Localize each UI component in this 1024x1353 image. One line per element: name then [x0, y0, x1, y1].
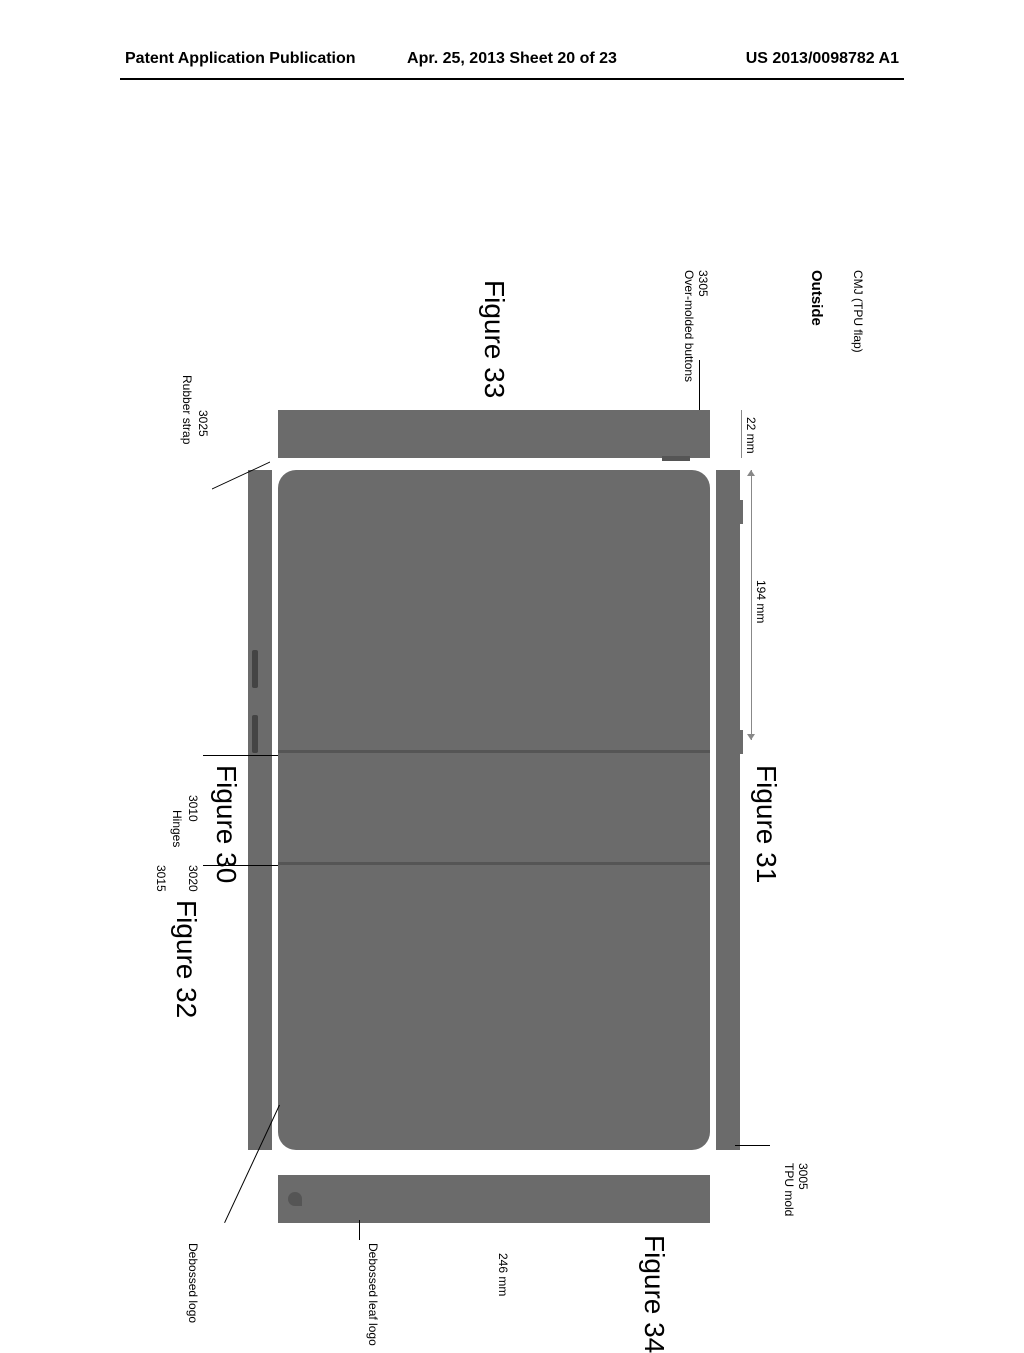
leader-leaf: [359, 1220, 360, 1240]
callout-hinges: Hinges: [170, 810, 184, 847]
hinge-line-2: [278, 862, 710, 865]
header-date-sheet: Apr. 25, 2013 Sheet 20 of 23: [407, 50, 617, 68]
callout-3010-ref: 3010: [186, 795, 200, 822]
bottom-slot-1: [252, 650, 258, 688]
bottom-side-view: [248, 470, 272, 1150]
header-publication: Patent Application Publication: [125, 50, 356, 68]
model-label: CMJ (TPU flap): [851, 270, 865, 353]
callout-3015-ref: 3015: [154, 865, 168, 892]
callout-3305-text: Over-molded buttons: [682, 270, 696, 382]
left-button-1: [662, 456, 690, 461]
main-outside-view: [278, 470, 710, 1150]
left-side-view: [278, 410, 710, 458]
callout-3020-ref: 3020: [186, 865, 200, 892]
callout-3305-ref: 3305: [696, 270, 710, 297]
leader-3005: [735, 1145, 770, 1146]
hinge-line-1: [278, 750, 710, 753]
dim-height: 246 mm: [496, 1253, 510, 1296]
top-side-view: [716, 470, 740, 1150]
dim-thickness: 22 mm: [744, 417, 758, 454]
figure-34-label: Figure 34: [638, 1235, 670, 1353]
figure-33-label: Figure 33: [478, 280, 510, 398]
callout-3025-ref: 3025: [196, 410, 210, 437]
dim-width-line: [751, 470, 752, 740]
figure-32-label: Figure 32: [170, 900, 202, 1018]
dim-width: 194 mm: [754, 580, 768, 623]
callout-3005-text: TPU mold: [782, 1163, 796, 1216]
header-rule: [120, 78, 904, 80]
figure-31-label: Figure 31: [750, 765, 782, 883]
view-label: Outside: [808, 270, 825, 326]
callout-3025-text: Rubber strap: [180, 375, 194, 444]
right-side-view: [278, 1175, 710, 1223]
leaf-logo-icon: [288, 1192, 302, 1206]
header-pub-number: US 2013/0098782 A1: [746, 50, 899, 68]
leader-3020: [203, 865, 278, 866]
callout-debossed-logo: Debossed logo: [186, 1243, 200, 1323]
callout-leaf-logo: Debossed leaf logo: [366, 1243, 380, 1346]
leader-3305: [699, 360, 700, 410]
leader-3010: [203, 755, 278, 756]
callout-3005-ref: 3005: [796, 1163, 810, 1190]
dim-thickness-line: [741, 410, 742, 458]
bottom-slot-2: [252, 715, 258, 753]
figure-area: CMJ (TPU flap) Outside 194 mm 22 mm 246 …: [10, 325, 1000, 1045]
